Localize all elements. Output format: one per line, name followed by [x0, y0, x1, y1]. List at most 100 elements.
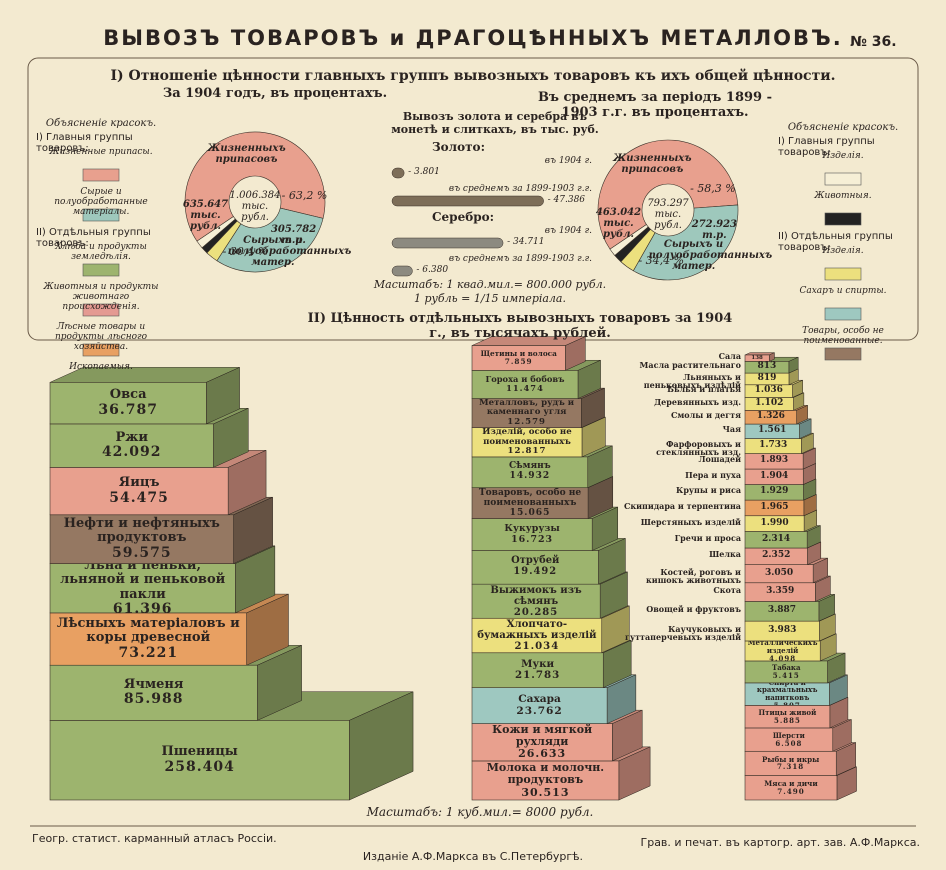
metal-label: въ 1904 г.	[544, 226, 592, 236]
block-label: 3.983	[745, 621, 820, 641]
block-label: 3.887	[745, 601, 819, 621]
block-value: 1.965	[760, 501, 789, 512]
block-value: 36.787	[98, 401, 158, 418]
block-value: 819	[757, 373, 777, 383]
block-label: 2.352	[745, 548, 808, 565]
block-value: 1.990	[760, 517, 789, 528]
metal-label: въ среднемъ за 1899-1903 г.г.	[448, 254, 592, 264]
block-value: 14.932	[509, 471, 551, 482]
block-name: Щетины и волоса	[480, 348, 557, 358]
block-label: Овса 36.787	[50, 382, 206, 424]
block-label: 1.990	[745, 516, 804, 532]
block-value: 3.359	[766, 586, 795, 597]
block	[49, 563, 236, 614]
block-label: Муки 21.783	[472, 653, 603, 688]
metal-title: Золото:	[432, 140, 485, 154]
block-value: 7.318	[776, 762, 805, 772]
block-name: Спирта и крахмальныхъ напитковъ	[756, 683, 818, 703]
block-name: Овощей и фруктовъ	[646, 604, 741, 615]
slice-amount: 272.923 т.р.	[691, 218, 737, 241]
block-name: Скипидара и терпентина	[623, 500, 741, 511]
metals-title: Вывозъ золота и серебра въ монетѣ и слит…	[391, 110, 599, 136]
block-label: 1.965	[745, 500, 804, 516]
block-value: 42.092	[101, 444, 162, 461]
block-name: Сѣмянъ	[509, 461, 551, 472]
slice-amount: 635.647 тыс. рубл.	[182, 198, 229, 232]
section-title: II) Цѣнность отдѣльныхъ вывозныхъ товаро…	[307, 311, 733, 341]
block-label: Нефти и нефтяныхъ продуктовъ 59.575	[50, 515, 234, 564]
pie-slice	[632, 204, 739, 281]
block-value: 1.036	[754, 385, 783, 396]
block-label: 1.326	[745, 410, 797, 424]
slice-value: - 34,4 %	[638, 253, 685, 267]
block-label: Сѣмянъ 14.932	[472, 457, 588, 488]
slice-label: Жизненныхъ припасовъ	[207, 142, 286, 165]
block-name: Чая	[722, 424, 741, 435]
slice-value: - 58,3 %	[690, 181, 736, 195]
title: ВЫВОЗЪ ТОВАРОВЪ и ДРАГОЦѢННЫХЪ МЕТАЛЛОВЪ…	[103, 26, 843, 50]
block	[49, 423, 214, 468]
legend-swatch	[824, 347, 862, 361]
block	[49, 664, 258, 721]
pie-title: Въ среднемъ за періодъ 1899 - 1903 г.г. …	[538, 90, 772, 120]
pie-slice	[196, 216, 236, 249]
metals-note: 1 рубль = 1/15 имперіала.	[413, 292, 566, 305]
block-label: 813	[745, 361, 789, 373]
legend-label: Товары, особо не поименованные.	[802, 326, 884, 346]
legend-title: Объясненіе красокъ.	[45, 118, 157, 129]
block-name: Лѣсныхъ матеріаловъ и коры древесной	[56, 616, 240, 646]
block-value: 61.396	[112, 601, 173, 613]
legend-group: I) Главныя группы товаровъ:	[36, 132, 133, 154]
block-label: 138	[745, 355, 769, 361]
legend-swatch	[824, 307, 862, 321]
block-name: Сахара	[518, 693, 561, 706]
plate-number: № 36.	[850, 34, 897, 50]
block-value: 21.034	[514, 640, 560, 653]
block-value: 54.475	[109, 489, 169, 506]
slice-label: Жизненныхъ припасовъ	[613, 152, 692, 175]
metal-value: - 3.801	[408, 167, 440, 177]
block-name: Смолы и дегтя	[670, 410, 741, 421]
block-value: 7.490	[777, 786, 805, 796]
metal-title: Серебро:	[432, 210, 495, 224]
block-name: Хлопчато-бумажныхъ изделій	[477, 618, 597, 641]
block-label: 819	[745, 373, 789, 385]
block-value: 30.513	[521, 785, 570, 799]
block	[471, 550, 599, 585]
block-label: Отрубей 19.492	[472, 551, 598, 585]
block	[471, 687, 608, 724]
block-name: Яицъ	[118, 475, 160, 491]
block-value: 3.983	[768, 625, 797, 636]
block	[471, 370, 579, 399]
block-label: 1.893	[745, 454, 803, 469]
metals-scale: Масштабъ: 1 квад.мил.= 800.000 рубл.	[373, 278, 607, 291]
block-label: Щетины и волоса 7.859	[472, 346, 565, 371]
block-label: 1.904	[745, 469, 803, 484]
pie-slice	[184, 131, 326, 242]
legend-swatch	[824, 267, 862, 281]
block-label: Птицы живой 5.885	[745, 705, 830, 728]
block-value: 5.415	[772, 670, 800, 680]
block-name: Кукурузы	[504, 523, 560, 535]
block-name: Льняныхъ и пеньковыхъ издѣлій	[643, 371, 741, 390]
pie-center: 1.006.384 тыс. рубл.	[229, 190, 281, 223]
block-name: Товаровъ, особо не поименованныхъ	[478, 487, 582, 509]
block-name: Масла растительнаго	[639, 360, 741, 371]
block	[471, 456, 589, 488]
block-label: 1.102	[745, 397, 794, 410]
block-name: Рыбы и икры	[762, 754, 820, 764]
legend-label: Изделія.	[822, 151, 864, 161]
block-value: 23.762	[516, 704, 563, 717]
block-label: Ячменя 85.988	[50, 665, 257, 720]
block-label: 2.314	[745, 531, 807, 548]
legend-swatch	[82, 208, 120, 222]
block-name: Шерстяныхъ изделій	[640, 516, 741, 527]
block	[744, 354, 770, 362]
slice-amount: 305.782 т.р.	[270, 223, 317, 246]
frame	[27, 57, 919, 341]
block-name: Бѣлья и платья	[667, 384, 741, 395]
block-name: Овса	[109, 387, 147, 403]
